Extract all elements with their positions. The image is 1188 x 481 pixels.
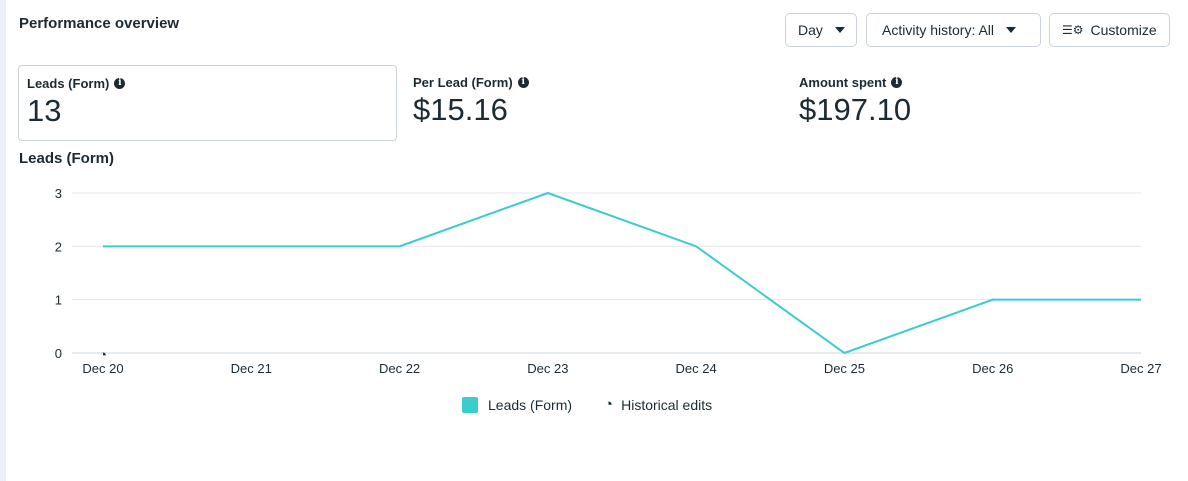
x-tick-label: Dec 23 — [527, 361, 568, 376]
customize-button[interactable]: ☰⚙ Customize — [1049, 13, 1170, 47]
series-line — [103, 191, 1141, 355]
x-tick-label: Dec 24 — [676, 361, 717, 376]
caret-down-icon — [834, 27, 845, 33]
info-icon[interactable]: i — [114, 78, 126, 89]
y-tick-label: 2 — [55, 239, 62, 254]
legend-label: Historical edits — [621, 396, 713, 413]
customize-icon: ☰⚙ — [1062, 23, 1084, 37]
historical-edits-icon: ◔ — [604, 396, 614, 413]
metric-value: $197.10 — [799, 92, 912, 127]
info-icon[interactable]: i — [517, 77, 529, 88]
activity-history-dropdown[interactable]: Activity history: All — [866, 13, 1041, 47]
x-tick-label: Dec 26 — [972, 361, 1013, 376]
day-label: Day — [798, 22, 823, 38]
left-edge — [0, 0, 6, 481]
x-tick-label: Dec 25 — [824, 361, 865, 376]
legend-label: Leads (Form) — [488, 396, 573, 413]
metric-amount-spent[interactable]: Amount spent i $197.10 — [791, 65, 1161, 141]
day-dropdown[interactable]: Day — [785, 13, 857, 47]
x-tick-label: Dec 21 — [231, 361, 272, 376]
legend-swatch — [462, 396, 478, 413]
x-tick-label: Dec 22 — [379, 361, 420, 376]
chart-legend: Leads (Form) ◔ Historical edits — [462, 396, 712, 413]
chart-title: Leads (Form) — [19, 150, 115, 167]
x-tick-label: Dec 20 — [82, 361, 123, 376]
y-tick-label: 3 — [55, 186, 62, 201]
metric-label: Amount spent — [799, 75, 887, 90]
metric-label: Leads (Form) — [27, 76, 110, 91]
metric-value: $15.16 — [413, 92, 508, 127]
page-title: Performance overview — [19, 15, 180, 32]
metric-value: 13 — [27, 93, 62, 128]
customize-label: Customize — [1090, 22, 1157, 38]
info-icon[interactable]: i — [891, 77, 903, 88]
metric-leads[interactable]: Leads (Form) i 13 — [18, 65, 397, 141]
caret-down-icon — [1006, 27, 1017, 33]
metric-per-lead[interactable]: Per Lead (Form) i $15.16 — [405, 65, 775, 141]
activity-label: Activity history: All — [882, 22, 995, 38]
x-tick-label: Dec 27 — [1120, 361, 1161, 376]
y-tick-label: 1 — [55, 293, 62, 308]
historical-edit-marker: ◔ — [99, 347, 107, 362]
metric-label: Per Lead (Form) — [413, 75, 513, 90]
y-tick-label: 0 — [55, 346, 62, 361]
